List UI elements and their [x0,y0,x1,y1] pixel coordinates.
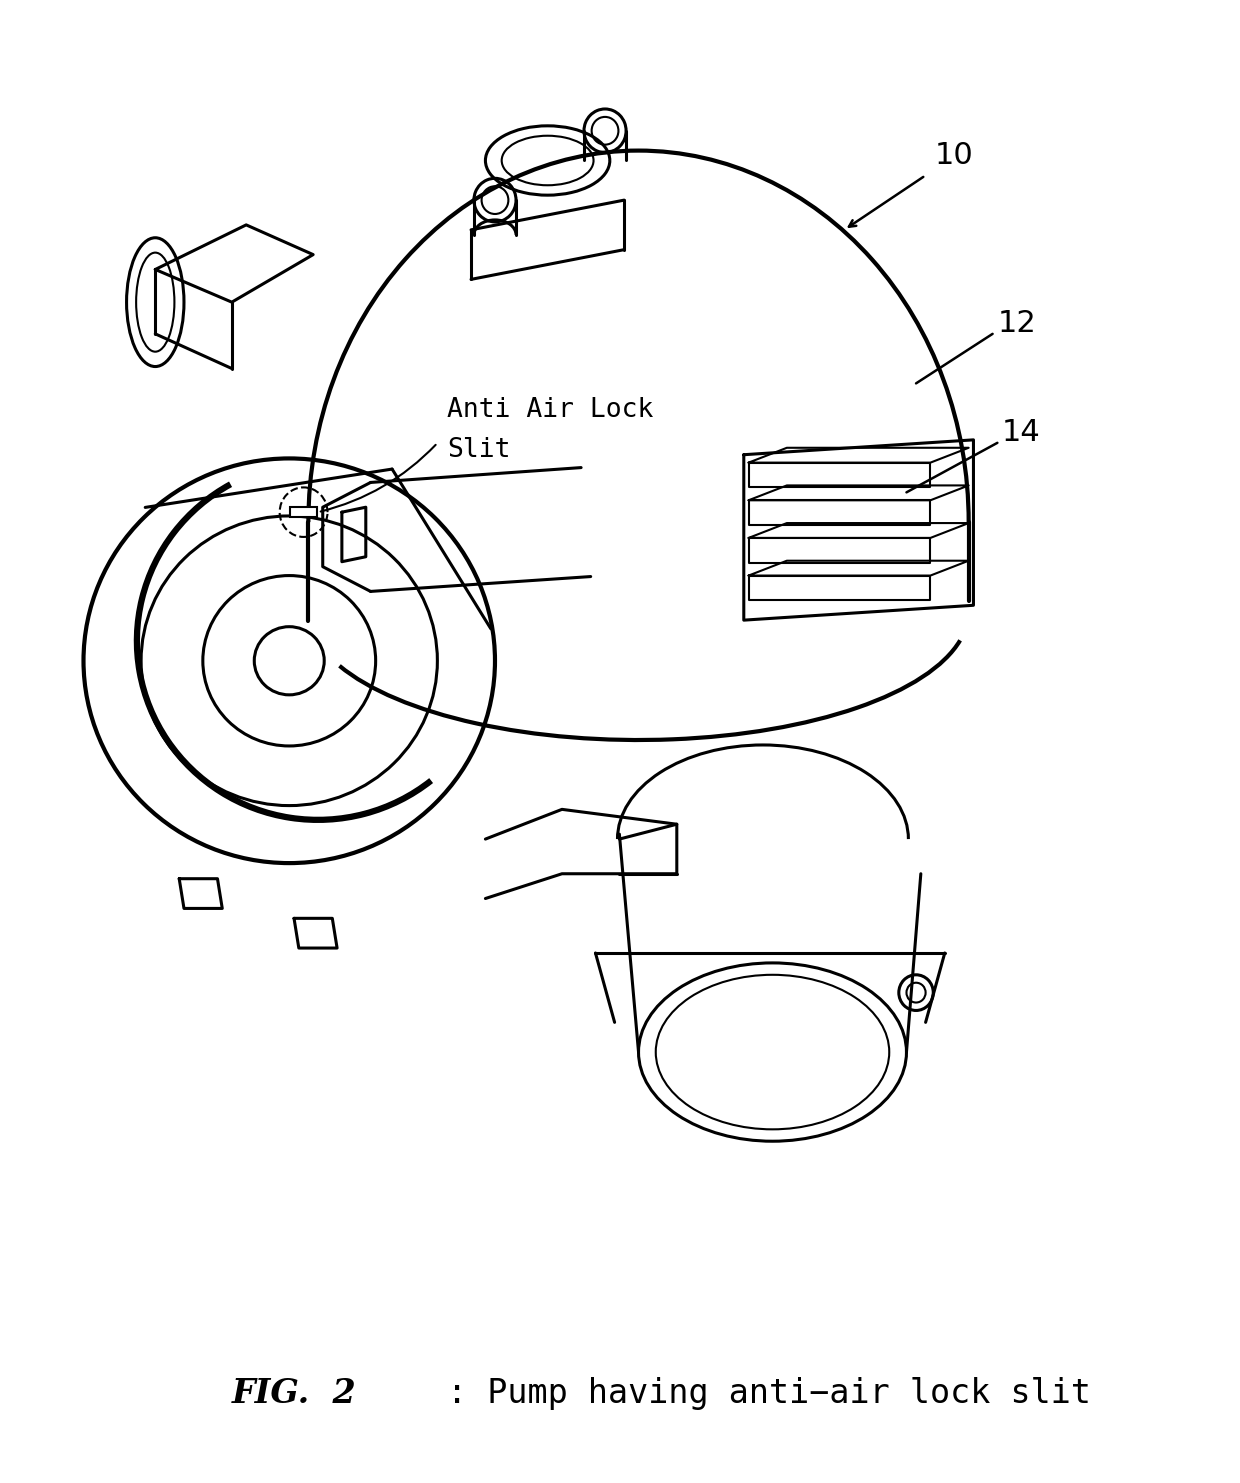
Text: FIG.  2: FIG. 2 [232,1378,357,1410]
Text: 14: 14 [1002,418,1040,448]
Text: 12: 12 [997,310,1037,338]
Text: Anti Air Lock: Anti Air Lock [448,397,653,423]
Text: 10: 10 [935,141,973,171]
Bar [290,507,317,518]
Text: Slit: Slit [448,436,511,463]
Text: : Pump having anti−air lock slit: : Pump having anti−air lock slit [448,1378,1091,1410]
